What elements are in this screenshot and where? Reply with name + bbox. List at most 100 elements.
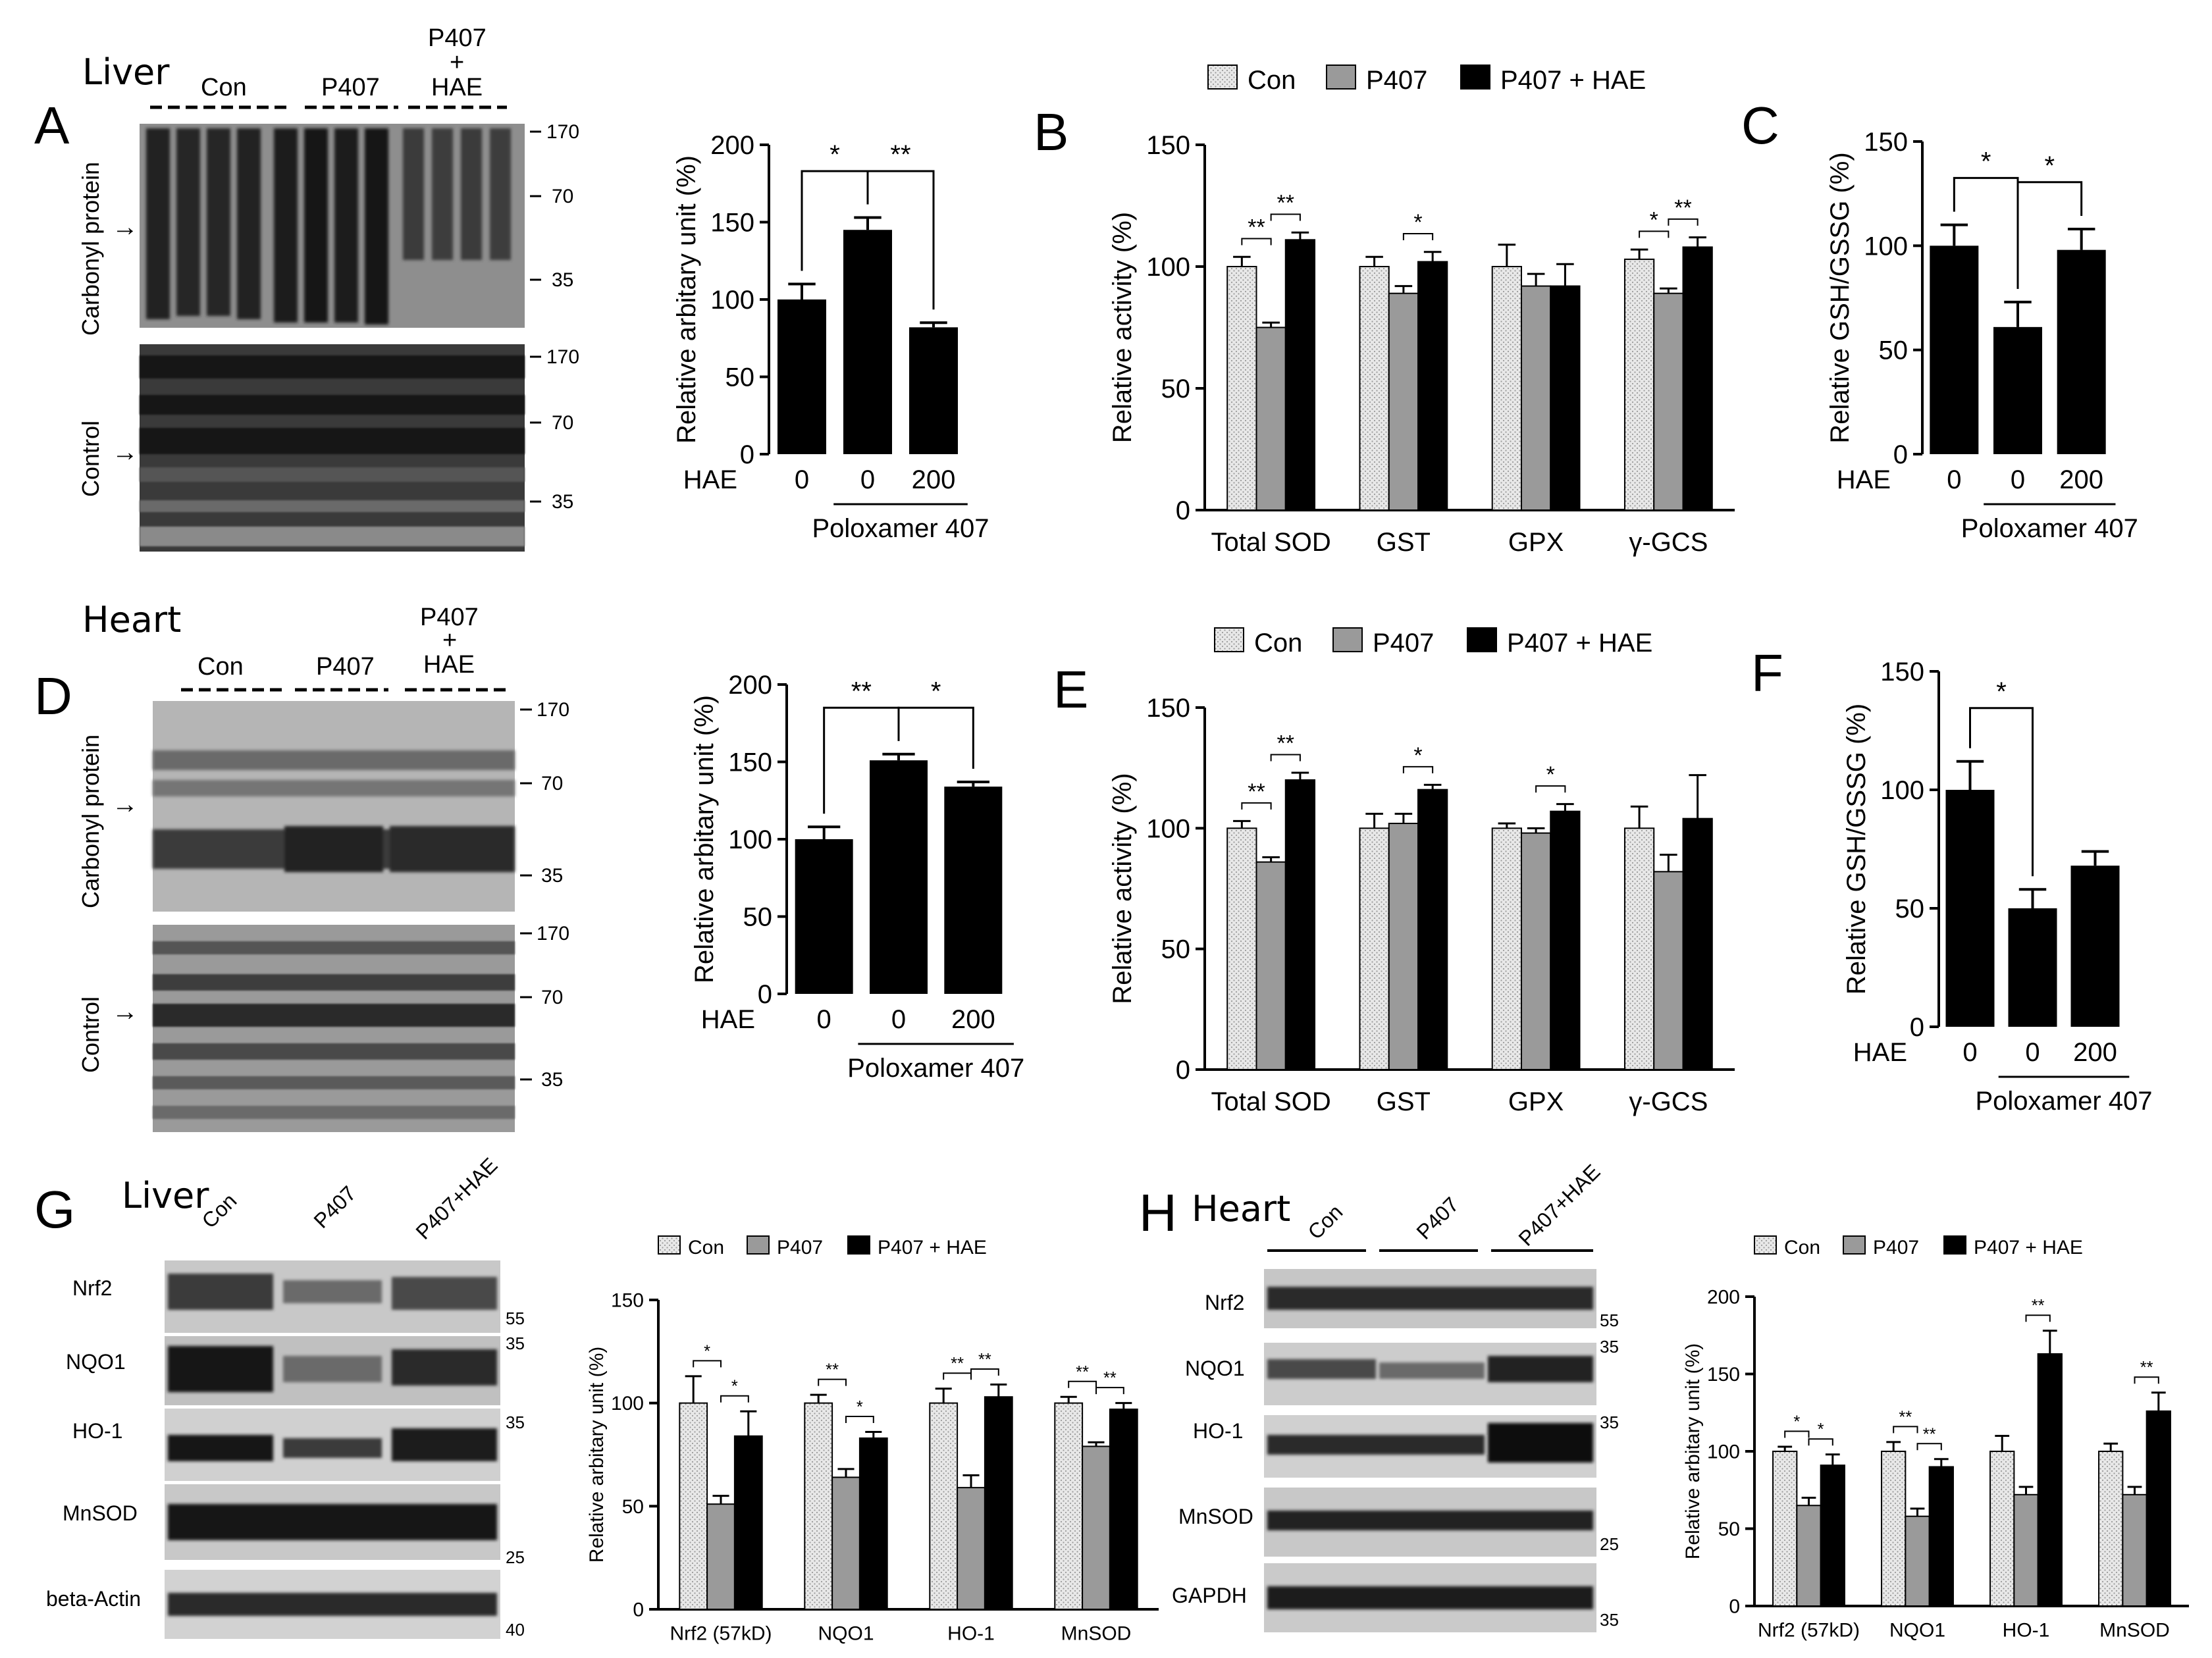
legend-label: Con bbox=[1254, 629, 1302, 658]
group-label: Poloxamer 407 bbox=[847, 1054, 1024, 1083]
mw-35-d: 35 bbox=[541, 865, 563, 887]
mw-170-a-ctrl: 170 bbox=[546, 346, 579, 368]
mw-g-mnsod: 25 bbox=[506, 1547, 525, 1567]
control-label-a: Control bbox=[77, 421, 104, 497]
carbonyl-label-a: Carbonyl protein bbox=[77, 162, 104, 336]
y-tick-label: 50 bbox=[622, 1496, 644, 1518]
group-label-p407hae-g: P407+HAE bbox=[411, 1153, 502, 1244]
legend-label: P407 bbox=[1373, 629, 1434, 658]
group-label-p407hae-h: P407+HAE bbox=[1514, 1160, 1604, 1251]
x-tick-label: NQO1 bbox=[1889, 1620, 1945, 1642]
x-tick-label: 0 bbox=[1947, 465, 1961, 494]
chart-a-carbonyl-quant: 0 50 100 150 200 Relative arbitary unit (%) 0 0… bbox=[672, 131, 989, 543]
y-tick-label: 150 bbox=[710, 209, 754, 238]
bar bbox=[1993, 326, 2042, 454]
mw-h-mnsod: 25 bbox=[1600, 1534, 1619, 1554]
significance-label: * bbox=[830, 140, 840, 169]
x-tick-label: GPX bbox=[1508, 1087, 1564, 1116]
significance-label: * bbox=[1650, 207, 1658, 232]
mw-g-nqo1: 35 bbox=[506, 1334, 525, 1353]
significance-bracket bbox=[1668, 218, 1698, 226]
significance-label: ** bbox=[890, 140, 910, 169]
group-label-hae: HAE bbox=[431, 74, 483, 101]
y-axis-label: Relative arbitary unit (%) bbox=[586, 1347, 608, 1563]
y-axis-label: Relative GSH/GSSG (%) bbox=[1842, 704, 1871, 995]
group-label-con: Con bbox=[201, 74, 247, 101]
mw-170-a: 170 bbox=[546, 121, 579, 143]
bar bbox=[909, 327, 958, 454]
mw-35-a-ctrl: 35 bbox=[552, 491, 573, 513]
bar bbox=[804, 1402, 833, 1611]
bar bbox=[2146, 1410, 2171, 1607]
y-tick-label: 50 bbox=[1161, 935, 1191, 964]
y-tick-label: 100 bbox=[1864, 232, 1908, 261]
y-tick-label: 200 bbox=[1707, 1287, 1740, 1308]
mw-35-d-ctrl: 35 bbox=[541, 1069, 563, 1091]
significance-bracket bbox=[1402, 765, 1434, 773]
y-axis-label: Relative arbitary unit (%) bbox=[672, 155, 701, 444]
bar bbox=[1682, 817, 1713, 1070]
panel-letter-h: H bbox=[1139, 1183, 1177, 1242]
legend-label: Con bbox=[688, 1237, 724, 1258]
blot-carbonyl-a-lanes bbox=[146, 128, 511, 324]
significance-label: ** bbox=[1674, 195, 1691, 220]
significance-label: * bbox=[1981, 147, 1991, 176]
blot-control-d-bands bbox=[153, 941, 515, 1119]
bar bbox=[1284, 239, 1316, 511]
y-axis-label: Relative arbitary unit (%) bbox=[690, 695, 719, 983]
protein-label-actin-g: beta-Actin bbox=[46, 1587, 141, 1611]
x-tick-label: HO-1 bbox=[947, 1623, 995, 1645]
x-tick-label: Nrf2 (57kD) bbox=[1758, 1620, 1860, 1642]
protein-label-nrf2-g: Nrf2 bbox=[72, 1276, 112, 1300]
significance-label: ** bbox=[978, 1351, 991, 1369]
x-tick-label: 0 bbox=[817, 1005, 831, 1034]
panel-letter-c: C bbox=[1741, 96, 1779, 155]
y-axis-label: Relative activity (%) bbox=[1108, 773, 1137, 1004]
significance-bracket bbox=[845, 1416, 874, 1424]
significance-label: ** bbox=[1899, 1408, 1912, 1426]
significance-bracket bbox=[1068, 1380, 1097, 1388]
significance-bracket bbox=[1639, 230, 1670, 238]
legend-swatch bbox=[747, 1235, 770, 1255]
x-tick-label: 0 bbox=[891, 1005, 906, 1034]
panel-letter-b: B bbox=[1034, 103, 1068, 161]
mw-g-actin: 40 bbox=[506, 1620, 525, 1640]
panel-g-blots: Liver Con P407 P407+HAE Nrf2 NQO1 HO-1 M… bbox=[46, 1153, 525, 1640]
significance-label: * bbox=[1996, 677, 2007, 706]
bar bbox=[984, 1396, 1013, 1610]
x-tick-label: γ-GCS bbox=[1629, 1087, 1708, 1116]
y-tick-label: 200 bbox=[728, 671, 772, 700]
chart-c-liver-gsh: 0 50 100 150 Relative GSH/GSSG (%) 0 0 200 HAE Po… bbox=[1826, 128, 2138, 543]
group-label-plus-d: + bbox=[442, 627, 457, 654]
group-label-p407-h: P407 bbox=[1411, 1193, 1463, 1244]
significance-label: * bbox=[704, 1342, 710, 1360]
bar bbox=[1359, 266, 1390, 511]
panel-a-blots: Liver Con P407 P407 + HAE Carbonyl prote… bbox=[77, 24, 579, 552]
legend-swatch bbox=[1754, 1235, 1777, 1255]
panel-letter-a: A bbox=[34, 96, 70, 155]
significance-bracket bbox=[970, 1368, 999, 1376]
x-tick-label: MnSOD bbox=[2099, 1620, 2170, 1642]
mw-h-gapdh: 35 bbox=[1600, 1610, 1619, 1630]
y-axis-label: Relative arbitary unit (%) bbox=[1682, 1343, 1704, 1559]
legend-label: P407 + HAE bbox=[1500, 66, 1646, 95]
significance-label: ** bbox=[826, 1361, 839, 1380]
y-tick-label: 50 bbox=[725, 363, 755, 392]
bar bbox=[1989, 1451, 2015, 1607]
tissue-label-heart: Heart bbox=[82, 599, 181, 640]
x-tick-label: NQO1 bbox=[818, 1623, 874, 1645]
mw-70-d-ctrl: 70 bbox=[541, 987, 563, 1008]
chart-e-heart-enzymes: 0 50 100 150 Relative activity (%) Total SOD G… bbox=[1108, 627, 1735, 1116]
bar bbox=[1623, 258, 1655, 511]
bar bbox=[944, 787, 1003, 994]
mw-h-nqo1: 35 bbox=[1600, 1337, 1619, 1357]
blot-carbonyl-d-bands bbox=[153, 750, 515, 872]
arrow-control-d: → bbox=[112, 997, 138, 1026]
panel-letter-g: G bbox=[34, 1180, 75, 1239]
significance-label: * bbox=[1818, 1420, 1824, 1439]
bar bbox=[2122, 1493, 2147, 1607]
significance-label: * bbox=[1413, 210, 1422, 235]
bar bbox=[1491, 827, 1522, 1071]
bar bbox=[1682, 246, 1713, 511]
bar bbox=[1905, 1515, 1930, 1607]
